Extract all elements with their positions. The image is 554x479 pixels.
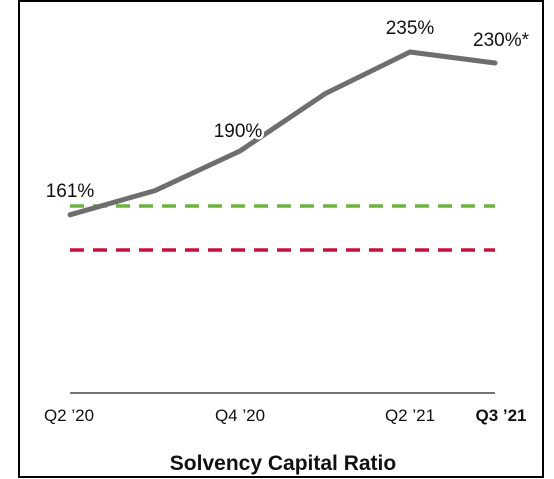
x-tick-label: Q2 ’20 bbox=[44, 406, 94, 425]
data-label: 235% bbox=[386, 18, 435, 39]
data-label: 161% bbox=[46, 181, 95, 202]
data-label: 230%* bbox=[473, 30, 530, 51]
data-label: 190% bbox=[214, 121, 263, 142]
chart-title: Solvency Capital Ratio bbox=[170, 452, 396, 475]
x-tick-label: Q2 ’21 bbox=[385, 406, 435, 425]
x-tick-label: Q3 ’21 bbox=[475, 406, 526, 425]
x-tick-label: Q4 ’20 bbox=[215, 406, 265, 425]
chart-border bbox=[18, 0, 544, 478]
series-line-0 bbox=[67, 49, 498, 218]
